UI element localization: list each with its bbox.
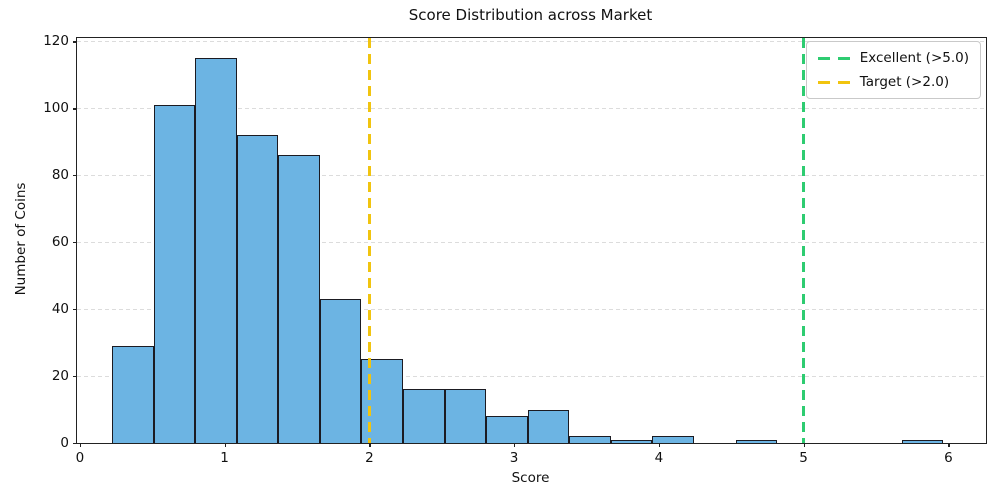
- legend-entry-target: Target (>2.0): [817, 74, 969, 90]
- histogram-bar: [236, 135, 279, 443]
- histogram-bar: [610, 439, 653, 443]
- x-tick-label: 1: [220, 450, 229, 466]
- gridline: [77, 175, 986, 177]
- histogram-bar: [278, 155, 320, 443]
- gridline: [77, 242, 986, 244]
- y-tick-label: 20: [51, 368, 69, 385]
- x-tick-label: 6: [944, 450, 953, 466]
- histogram-bar: [444, 389, 487, 443]
- y-tick-label: 60: [51, 234, 69, 251]
- x-tick: [948, 443, 950, 447]
- gridline: [77, 309, 986, 311]
- target-dash-sample: [817, 80, 850, 84]
- histogram-bar: [569, 436, 611, 443]
- x-tick-label: 3: [509, 450, 519, 466]
- x-tick-label: 4: [654, 450, 664, 466]
- x-tick-label: 2: [365, 450, 374, 466]
- histogram-bar: [319, 299, 362, 443]
- legend-label: Target (>2.0): [859, 74, 950, 90]
- y-tick-label: 80: [51, 167, 69, 184]
- y-tick-label: 120: [43, 33, 69, 50]
- excellent-threshold-line: [802, 38, 806, 443]
- gridline: [77, 41, 986, 43]
- histogram-bar: [735, 439, 778, 443]
- x-axis-label: Score: [511, 470, 550, 486]
- histogram-bar: [403, 389, 445, 443]
- x-tick: [224, 443, 226, 447]
- target-threshold-line: [367, 38, 371, 443]
- histogram-bar: [195, 58, 237, 443]
- legend: Excellent (>5.0) Target (>2.0): [805, 41, 981, 99]
- histogram-bar: [527, 409, 570, 443]
- x-tick-label: 0: [75, 450, 85, 466]
- legend-entry-excellent: Excellent (>5.0): [817, 50, 969, 66]
- x-tick: [79, 443, 82, 447]
- x-tick: [514, 443, 516, 447]
- excellent-dash-sample: [817, 56, 850, 60]
- legend-label: Excellent (>5.0): [859, 50, 969, 66]
- y-tick-label: 0: [60, 435, 69, 451]
- gridline: [77, 108, 986, 110]
- y-tick: [73, 108, 77, 110]
- y-tick: [73, 175, 77, 177]
- x-tick-label: 5: [799, 450, 808, 466]
- histogram-bar: [153, 104, 196, 443]
- y-tick: [73, 309, 77, 311]
- histogram-bar: [901, 439, 944, 443]
- chart-title: Score Distribution across Market: [408, 6, 653, 24]
- histogram-bar: [112, 345, 154, 443]
- y-tick-label: 40: [51, 301, 69, 318]
- histogram-bar: [652, 436, 694, 443]
- y-tick: [73, 41, 77, 43]
- y-axis-label: Number of Coins: [13, 182, 29, 296]
- y-tick: [73, 242, 77, 244]
- histogram-bar: [486, 416, 528, 443]
- y-tick-label: 100: [43, 100, 69, 117]
- x-tick: [658, 443, 661, 447]
- y-tick: [73, 443, 77, 445]
- y-tick: [73, 376, 77, 378]
- x-tick: [803, 443, 805, 447]
- x-tick: [369, 443, 371, 447]
- gridline: [77, 376, 986, 378]
